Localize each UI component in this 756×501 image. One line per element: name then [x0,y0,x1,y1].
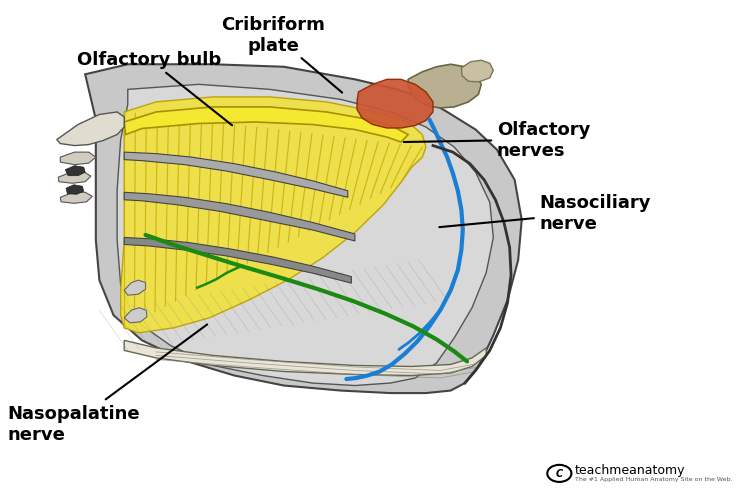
Text: Olfactory bulb: Olfactory bulb [77,51,232,126]
Polygon shape [66,185,84,195]
Polygon shape [121,98,426,333]
Text: The #1 Applied Human Anatomy Site on the Web.: The #1 Applied Human Anatomy Site on the… [575,476,733,481]
Polygon shape [124,281,145,296]
Polygon shape [57,113,124,146]
Text: Olfactory
nerves: Olfactory nerves [404,121,590,160]
Text: C: C [556,468,563,478]
Text: Nasociliary
nerve: Nasociliary nerve [439,193,651,232]
Polygon shape [117,85,494,386]
Polygon shape [85,65,522,393]
Text: Cribriform
plate: Cribriform plate [222,16,342,93]
Polygon shape [124,193,355,241]
Polygon shape [124,108,408,143]
Polygon shape [58,172,91,184]
Text: teachmeanatomy: teachmeanatomy [575,463,686,476]
Polygon shape [124,238,352,284]
Polygon shape [60,193,92,204]
Polygon shape [124,153,348,198]
Polygon shape [408,65,482,109]
Polygon shape [65,166,85,176]
Polygon shape [461,61,494,83]
Polygon shape [124,341,486,376]
Polygon shape [124,308,147,323]
Text: Nasopalatine
nerve: Nasopalatine nerve [7,325,207,443]
Polygon shape [60,153,96,165]
Polygon shape [357,80,433,129]
